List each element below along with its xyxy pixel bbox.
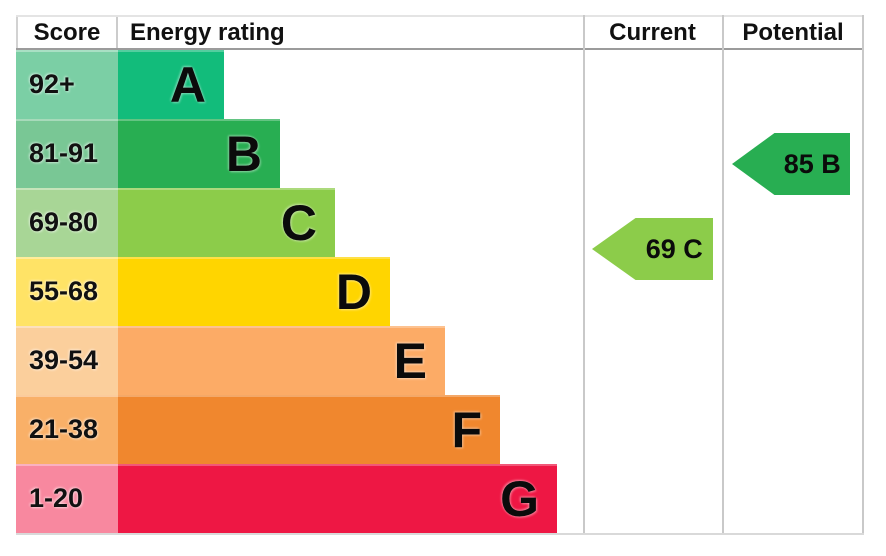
potential-column-divider (722, 15, 724, 533)
band-letter: C (280, 194, 317, 251)
band-score-range: 81-91 (29, 138, 99, 168)
band-row: 39-54 E (16, 326, 864, 395)
band-score-range: 92+ (29, 69, 75, 99)
table-right-border (862, 15, 864, 533)
band-bar: F (118, 395, 500, 464)
potential-rating-value: 85 B (783, 148, 841, 179)
band-bar: G (118, 464, 557, 533)
band-bar: C (118, 188, 335, 257)
band-row: 92+ A (16, 50, 864, 119)
current-rating-value: 69 C (645, 233, 703, 264)
band-score-cell: 55-68 (16, 257, 118, 326)
score-column-header: Score (16, 17, 118, 48)
band-score-range: 39-54 (29, 345, 99, 375)
energy-rating-column-header: Energy rating (130, 18, 285, 46)
current-column-header: Current (609, 18, 696, 46)
band-letter: F (451, 401, 482, 458)
band-letter: D (335, 263, 372, 320)
band-letter: G (500, 470, 539, 527)
band-bar: B (118, 119, 280, 188)
band-letter: A (169, 56, 206, 113)
band-score-cell: 39-54 (16, 326, 118, 395)
band-score-cell: 81-91 (16, 119, 118, 188)
band-score-range: 69-80 (29, 207, 99, 237)
band-score-cell: 92+ (16, 50, 118, 119)
rating-bands: 92+ A 81-91 B 69-80 C 55-68 D 39-54 (16, 50, 864, 533)
band-score-range: 21-38 (29, 414, 99, 444)
band-bar: D (118, 257, 390, 326)
band-score-cell: 1-20 (16, 464, 118, 533)
current-column-divider (583, 15, 585, 533)
band-row: 55-68 D (16, 257, 864, 326)
band-bar: A (118, 50, 224, 119)
band-bar: E (118, 326, 445, 395)
table-header-row: Score Energy rating Current Potential (16, 15, 864, 50)
epc-table: Score Energy rating Current Potential 92… (16, 15, 864, 535)
band-score-range: 55-68 (29, 276, 99, 306)
band-score-cell: 69-80 (16, 188, 118, 257)
band-row: 21-38 F (16, 395, 864, 464)
band-row: 69-80 C (16, 188, 864, 257)
band-score-cell: 21-38 (16, 395, 118, 464)
band-letter: E (393, 332, 427, 389)
band-letter: B (225, 125, 262, 182)
band-row: 81-91 B (16, 119, 864, 188)
table-bottom-border (16, 533, 864, 535)
band-row: 1-20 G (16, 464, 864, 533)
potential-column-header: Potential (742, 18, 844, 46)
band-score-range: 1-20 (29, 483, 84, 513)
